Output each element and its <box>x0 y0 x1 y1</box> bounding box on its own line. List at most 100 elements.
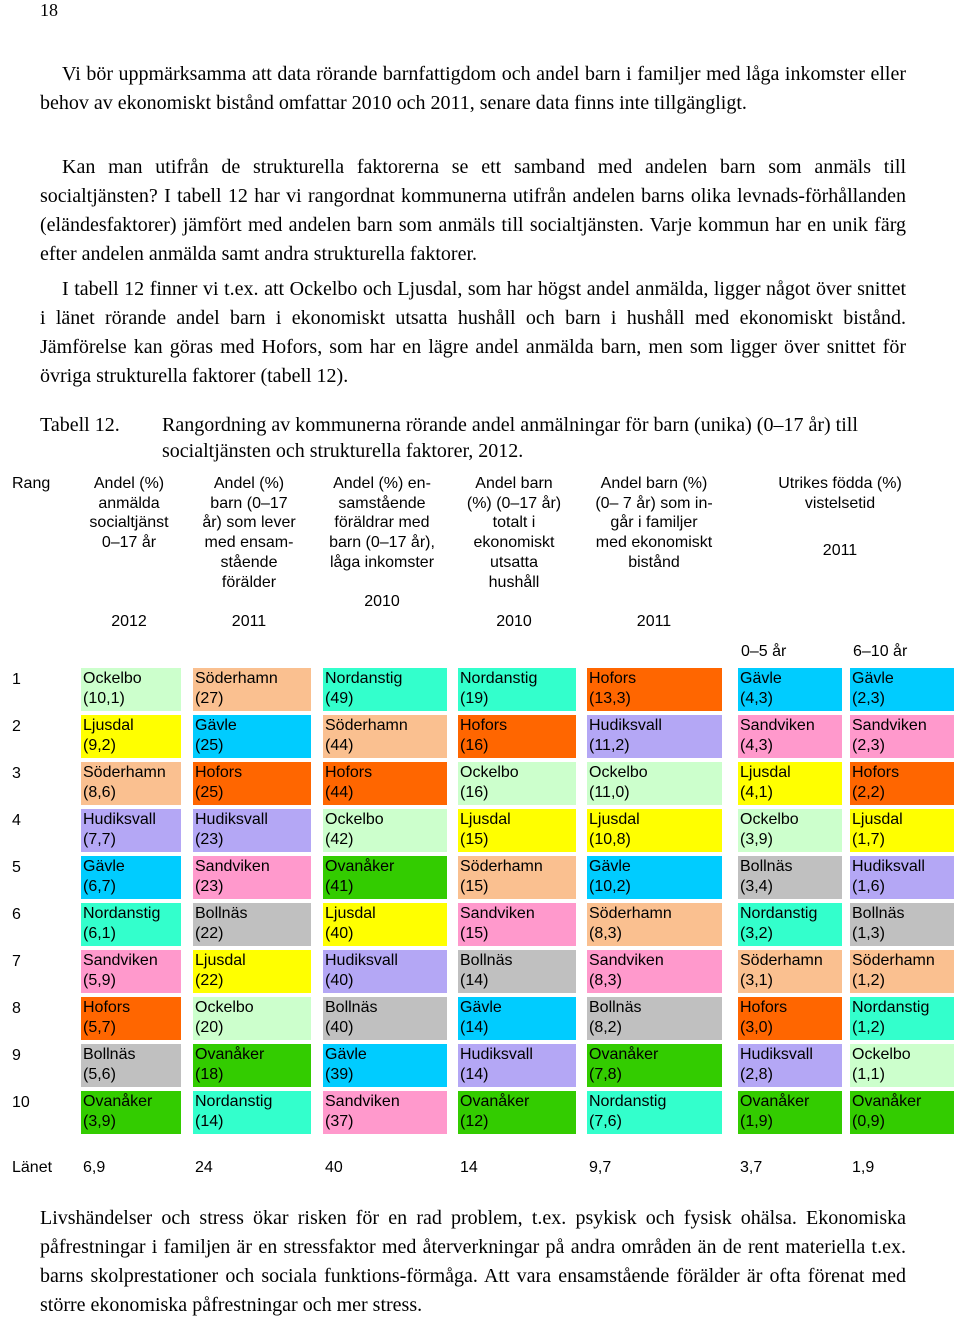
table-cell: Ovanåker (12) <box>458 1091 576 1134</box>
municipality-name: Söderhamn <box>325 717 408 734</box>
table-cell: Nordanstig (3,2) <box>738 903 842 946</box>
table-cell: Ljusdal (4,1) <box>738 762 842 805</box>
table-cell: Bollnäs (14) <box>458 950 576 993</box>
cell-value: (22) <box>195 925 224 942</box>
table-cell: Gävle (10,2) <box>587 856 722 899</box>
table-cell: Ovanåker (0,9) <box>850 1091 954 1134</box>
municipality-name: Gävle <box>195 717 237 734</box>
cell-value: (39) <box>325 1066 354 1083</box>
table-cell: Bollnäs (3,4) <box>738 856 842 899</box>
cell-value: (2,8) <box>740 1066 773 1083</box>
cell-value: (2,2) <box>852 784 885 801</box>
municipality-name: Nordanstig <box>83 905 161 922</box>
table-caption-label: Tabell 12. <box>40 414 120 436</box>
cell-value: (37) <box>325 1113 354 1130</box>
table-cell: Hofors (2,2) <box>850 762 954 805</box>
cell-value: (3,4) <box>740 878 773 895</box>
table-cell: Sandviken (2,3) <box>850 715 954 758</box>
cell-value: (8,2) <box>589 1019 622 1036</box>
table-cell: Ockelbo (42) <box>323 809 447 852</box>
municipality-name: Ljusdal <box>325 905 376 922</box>
municipality-name: Gävle <box>325 1046 367 1063</box>
table-cell: Söderhamn (8,6) <box>81 762 181 805</box>
page-number: 18 <box>40 0 58 20</box>
col-header-4: Andel barn (%) (0–17 år) totalt i ekonom… <box>466 475 562 591</box>
municipality-name: Nordanstig <box>195 1093 273 1110</box>
municipality-name: Sandviken <box>195 858 270 875</box>
cell-value: (44) <box>325 784 354 801</box>
cell-value: (27) <box>195 690 224 707</box>
table-caption-text: Rangordning av kommunerna rörande andel … <box>162 414 858 462</box>
cell-value: (9,2) <box>83 737 116 754</box>
cell-value: (40) <box>325 972 354 989</box>
table-cell: Ljusdal (40) <box>323 903 447 946</box>
cell-value: (3,9) <box>83 1113 116 1130</box>
table-cell: Gävle (39) <box>323 1044 447 1087</box>
municipality-name: Ovanåker <box>740 1093 810 1110</box>
municipality-name: Bollnäs <box>325 999 378 1016</box>
col-header-5: Andel barn (%) (0– 7 år) som in- går i f… <box>595 475 713 571</box>
municipality-name: Sandviken <box>740 717 815 734</box>
cell-value: (0,9) <box>852 1113 885 1130</box>
cell-value: (10,8) <box>589 831 631 848</box>
municipality-name: Ockelbo <box>852 1046 911 1063</box>
table-cell: Hudiksvall (1,6) <box>850 856 954 899</box>
rank-6: 6 <box>12 906 21 923</box>
table-cell: Ovanåker (18) <box>193 1044 311 1087</box>
cell-value: (3,0) <box>740 1019 773 1036</box>
cell-value: (3,2) <box>740 925 773 942</box>
col-header-3: Andel (%) en- samstående föräldrar med b… <box>329 475 435 611</box>
table-cell: Söderhamn (3,1) <box>738 950 842 993</box>
table-cell: Ockelbo (20) <box>193 997 311 1040</box>
lanet-value-6: 3,7 <box>740 1159 763 1176</box>
table-cell: Hofors (16) <box>458 715 576 758</box>
municipality-name: Gävle <box>740 670 782 687</box>
municipality-name: Ovanåker <box>325 858 395 875</box>
cell-value: (23) <box>195 878 224 895</box>
col-header-2: Andel (%) barn (0–17 år) som lever med e… <box>202 475 296 591</box>
municipality-name: Bollnäs <box>740 858 793 875</box>
table-cell: Söderhamn (27) <box>193 668 311 711</box>
lanet-value-2: 24 <box>195 1159 213 1176</box>
table-cell: Ljusdal (1,7) <box>850 809 954 852</box>
cell-value: (40) <box>325 1019 354 1036</box>
cell-value: (3,9) <box>740 831 773 848</box>
municipality-name: Ockelbo <box>460 764 519 781</box>
municipality-name: Sandviken <box>852 717 927 734</box>
table-cell: Hudiksvall (14) <box>458 1044 576 1087</box>
table-cell: Ockelbo (10,1) <box>81 668 181 711</box>
table-cell: Hofors (3,0) <box>738 997 842 1040</box>
subheader-0-5-ar: 0–5 år <box>741 643 787 660</box>
municipality-name: Hudiksvall <box>83 811 156 828</box>
utrikes-header: Utrikes födda (%) vistelsetid <box>778 475 902 512</box>
cell-value: (13,3) <box>589 690 631 707</box>
intro-paragraph: Vi bör uppmärksamma att data rörande bar… <box>40 63 906 114</box>
municipality-name: Ockelbo <box>589 764 648 781</box>
table-cell: Hudiksvall (40) <box>323 950 447 993</box>
table-cell: Sandviken (4,3) <box>738 715 842 758</box>
cell-value: (19) <box>460 690 489 707</box>
cell-value: (14) <box>460 1019 489 1036</box>
cell-value: (3,1) <box>740 972 773 989</box>
municipality-name: Nordanstig <box>740 905 818 922</box>
table-cell: Nordanstig (7,6) <box>587 1091 722 1134</box>
cell-value: (10,1) <box>83 690 125 707</box>
municipality-name: Ovanåker <box>589 1046 659 1063</box>
municipality-name: Hofors <box>195 764 243 781</box>
cell-value: (16) <box>460 737 489 754</box>
lanet-value-4: 14 <box>460 1159 478 1176</box>
cell-value: (14) <box>460 1066 489 1083</box>
cell-value: (15) <box>460 878 489 895</box>
cell-value: (15) <box>460 831 489 848</box>
table-cell: Hofors (25) <box>193 762 311 805</box>
table-cell: Hudiksvall (11,2) <box>587 715 722 758</box>
table-cell: Nordanstig (1,2) <box>850 997 954 1040</box>
cell-value: (41) <box>325 878 354 895</box>
municipality-name: Gävle <box>460 999 502 1016</box>
municipality-name: Ljusdal <box>740 764 791 781</box>
cell-value: (4,3) <box>740 737 773 754</box>
rank-9: 9 <box>12 1047 21 1064</box>
cell-value: (2,3) <box>852 737 885 754</box>
table-cell: Ljusdal (22) <box>193 950 311 993</box>
rank-7: 7 <box>12 953 21 970</box>
